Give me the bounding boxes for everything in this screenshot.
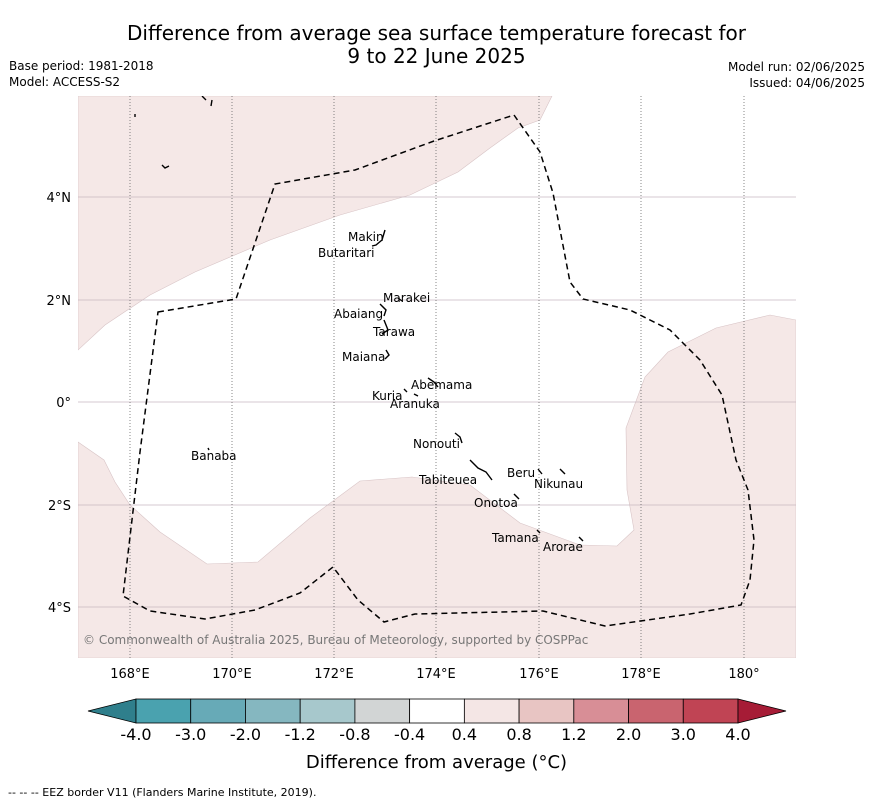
lon-axis-labels: 168°E 170°E 172°E 174°E 176°E 178°E 180°	[110, 667, 759, 682]
colorbar-ticks: -4.0 -3.0 -2.0 -1.2 -0.8 -0.4 0.4 0.8 1.2 2.0 3.0 4…	[120, 725, 750, 744]
atoll-onotoa	[513, 493, 520, 500]
title-line-1: Difference from average sea surface temp…	[126, 21, 746, 45]
place-label-tabiteuea: Tabiteuea	[418, 473, 477, 487]
colorbar-label: Difference from average (°C)	[305, 752, 568, 773]
atoll-arorae	[578, 536, 584, 542]
colorbar-tick-label: -3.0	[175, 725, 206, 744]
islet-small	[161, 164, 170, 169]
atoll-nikunau	[559, 468, 566, 475]
title-line-2: 9 to 22 June 2025	[347, 44, 526, 68]
colorbar-swatch	[518, 698, 575, 724]
model-run-text: Model run: 02/06/2025	[727, 60, 865, 74]
place-label-aranuka: Aranuka	[390, 397, 440, 411]
place-label-maiana: Maiana	[342, 350, 385, 364]
place-label-kuria: Kuria	[372, 389, 403, 403]
graticule	[78, 96, 796, 658]
place-label-butaritari: Butaritari	[318, 246, 375, 260]
place-label-arorae: Arorae	[543, 540, 583, 554]
atoll-abaiang	[379, 303, 387, 317]
colorbar-tick-label: 1.2	[561, 725, 586, 744]
atoll-tarawa	[381, 319, 389, 335]
atoll-marakei	[397, 297, 403, 302]
lon-label-176: 176°E	[519, 667, 559, 682]
eez-legend-note: -- -- -- EEZ border V11 (Flanders Marine…	[8, 786, 317, 799]
place-label-tarawa: Tarawa	[372, 325, 415, 339]
colorbar-tick-label: 3.0	[671, 725, 696, 744]
lon-label-174: 174°E	[416, 667, 456, 682]
colorbar-tick-label: 4.0	[725, 725, 750, 744]
colorbar-swatch	[135, 698, 192, 724]
colorbar-tick-label: -4.0	[120, 725, 151, 744]
atoll-banaba	[207, 447, 210, 451]
place-label-makin: Makin	[348, 230, 384, 244]
lat-label-2s: 2°S	[48, 499, 71, 514]
atoll-tabiteuea	[469, 459, 493, 481]
colorbar: -4.0 -3.0 -2.0 -1.2 -0.8 -0.4 0.4 0.8 1.2 2.0 3.0 4…	[87, 698, 787, 744]
atoll-tamana	[536, 529, 541, 534]
atoll-maiana	[384, 349, 390, 360]
lon-label-172: 172°E	[314, 667, 354, 682]
colorbar-swatch	[354, 698, 411, 724]
atoll-butaritari	[371, 229, 386, 247]
colorbar-extend-low	[87, 698, 137, 724]
lat-label-2n: 2°N	[47, 294, 72, 309]
map-title: Difference from average sea surface temp…	[0, 22, 873, 68]
colorbar-extend-high	[737, 698, 787, 724]
lon-label-170: 170°E	[212, 667, 252, 682]
place-labels: Makin Butaritari Marakei Abaiang Tarawa …	[191, 230, 583, 554]
colorbar-tick-label: 2.0	[616, 725, 641, 744]
colorbar-swatch	[245, 698, 301, 724]
colorbar-swatches	[87, 698, 787, 724]
anomaly-region-north	[78, 96, 553, 351]
colorbar-tick-label: -0.4	[394, 725, 425, 744]
lon-label-178: 178°E	[621, 667, 661, 682]
island-outlines	[134, 96, 584, 542]
lat-axis-labels: 4°N 2°N 0° 2°S 4°S	[47, 191, 72, 616]
atoll-nonouti	[454, 432, 463, 444]
lat-label-0: 0°	[56, 396, 71, 411]
colorbar-swatch	[463, 698, 520, 724]
colorbar-tick-label: 0.4	[452, 725, 477, 744]
model-text: Model: ACCESS-S2	[9, 75, 121, 89]
eez-border	[122, 114, 755, 627]
place-label-banaba: Banaba	[191, 449, 237, 463]
lon-label-168: 168°E	[110, 667, 150, 682]
meta-right: Model run: 02/06/2025 Issued: 04/06/2025	[728, 59, 865, 91]
colorbar-swatch	[682, 698, 739, 724]
issued-text: Issued: 04/06/2025	[749, 76, 865, 90]
anomaly-region-south	[78, 314, 796, 658]
place-label-nikunau: Nikunau	[534, 477, 583, 491]
atoll-kuria	[403, 388, 419, 397]
colorbar-swatch	[573, 698, 629, 724]
place-label-beru: Beru	[507, 466, 535, 480]
place-label-nonouti: Nonouti	[413, 437, 460, 451]
base-period-text: Base period: 1981-2018	[9, 59, 154, 73]
colorbar-tick-label: 0.8	[506, 725, 531, 744]
colorbar-swatch	[409, 698, 465, 724]
place-label-abaiang: Abaiang	[334, 307, 383, 321]
meta-left: Base period: 1981-2018 Model: ACCESS-S2	[9, 58, 154, 90]
colorbar-tick-label: -0.8	[339, 725, 370, 744]
place-label-tamana: Tamana	[491, 531, 539, 545]
copyright-text: © Commonwealth of Australia 2025, Bureau…	[83, 633, 588, 647]
colorbar-swatch	[299, 698, 356, 724]
islet-ne-top	[201, 96, 213, 107]
place-label-abemama: Abemama	[411, 378, 472, 392]
lon-label-180: 180°	[728, 667, 759, 682]
colorbar-swatch	[628, 698, 684, 724]
atoll-abemama	[427, 377, 439, 388]
colorbar-tick-label: -1.2	[285, 725, 316, 744]
atoll-beru	[537, 468, 543, 475]
lat-label-4s: 4°S	[48, 601, 71, 616]
place-label-onotoa: Onotoa	[474, 496, 518, 510]
colorbar-tick-label: -2.0	[230, 725, 261, 744]
colorbar-swatch	[190, 698, 246, 724]
lat-label-4n: 4°N	[47, 191, 72, 206]
place-label-marakei: Marakei	[383, 291, 430, 305]
